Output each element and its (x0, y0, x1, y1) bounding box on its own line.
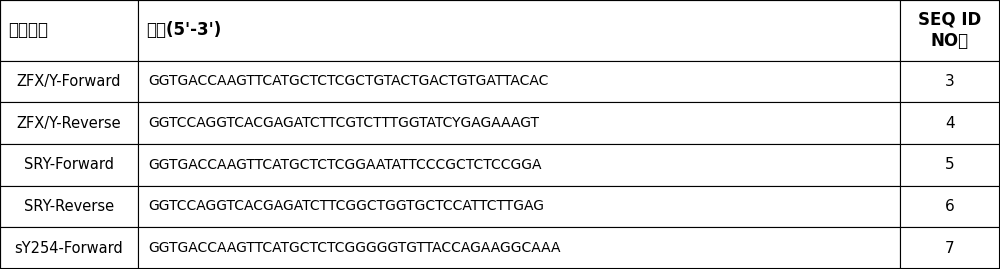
Text: ZFX/Y-Forward: ZFX/Y-Forward (17, 74, 121, 89)
Bar (900, 186, 1000, 227)
Text: 4: 4 (945, 116, 955, 130)
Text: GGTGACCAAGTTCATGCTCTCGCTGTACTGACTGTGATTACAC: GGTGACCAAGTTCATGCTCTCGCTGTACTGACTGTGATTA… (148, 74, 548, 89)
Text: GGTCCAGGTCACGAGATCTTCGGCTGGTGCTCCATTCTTGAG: GGTCCAGGTCACGAGATCTTCGGCTGGTGCTCCATTCTTG… (148, 199, 544, 214)
Bar (138, 0, 900, 61)
Text: 5: 5 (945, 157, 955, 172)
Bar (900, 102, 1000, 144)
Text: SRY-Reverse: SRY-Reverse (24, 199, 114, 214)
Bar (0, 227, 138, 269)
Bar (138, 102, 900, 144)
Text: SEQ ID
NO：: SEQ ID NO： (918, 11, 982, 50)
Text: 7: 7 (945, 241, 955, 256)
Bar (900, 227, 1000, 269)
Bar (0, 186, 138, 227)
Bar (0, 0, 138, 61)
Text: sY254-Forward: sY254-Forward (15, 241, 123, 256)
Text: ZFX/Y-Reverse: ZFX/Y-Reverse (17, 116, 121, 130)
Bar (0, 61, 138, 102)
Text: 3: 3 (945, 74, 955, 89)
Bar (138, 227, 900, 269)
Bar (900, 61, 1000, 102)
Bar (138, 186, 900, 227)
Text: SRY-Forward: SRY-Forward (24, 157, 114, 172)
Bar (138, 61, 900, 102)
Bar (900, 144, 1000, 186)
Text: GGTCCAGGTCACGAGATCTTCGTCTTTGGTATCYGAGAAAGT: GGTCCAGGTCACGAGATCTTCGTCTTTGGTATCYGAGAAA… (148, 116, 539, 130)
Bar (0, 102, 138, 144)
Text: GGTGACCAAGTTCATGCTCTCGGAATATTCCCGCTCTCCGGA: GGTGACCAAGTTCATGCTCTCGGAATATTCCCGCTCTCCG… (148, 158, 542, 172)
Text: 序列(5'-3'): 序列(5'-3') (146, 21, 221, 39)
Text: GGTGACCAAGTTCATGCTCTCGGGGGTGTTACCAGAAGGCAAA: GGTGACCAAGTTCATGCTCTCGGGGGTGTTACCAGAAGGC… (148, 241, 560, 255)
Bar (900, 0, 1000, 61)
Bar (138, 144, 900, 186)
Text: 引物名称: 引物名称 (8, 21, 48, 39)
Bar (0, 144, 138, 186)
Text: 6: 6 (945, 199, 955, 214)
